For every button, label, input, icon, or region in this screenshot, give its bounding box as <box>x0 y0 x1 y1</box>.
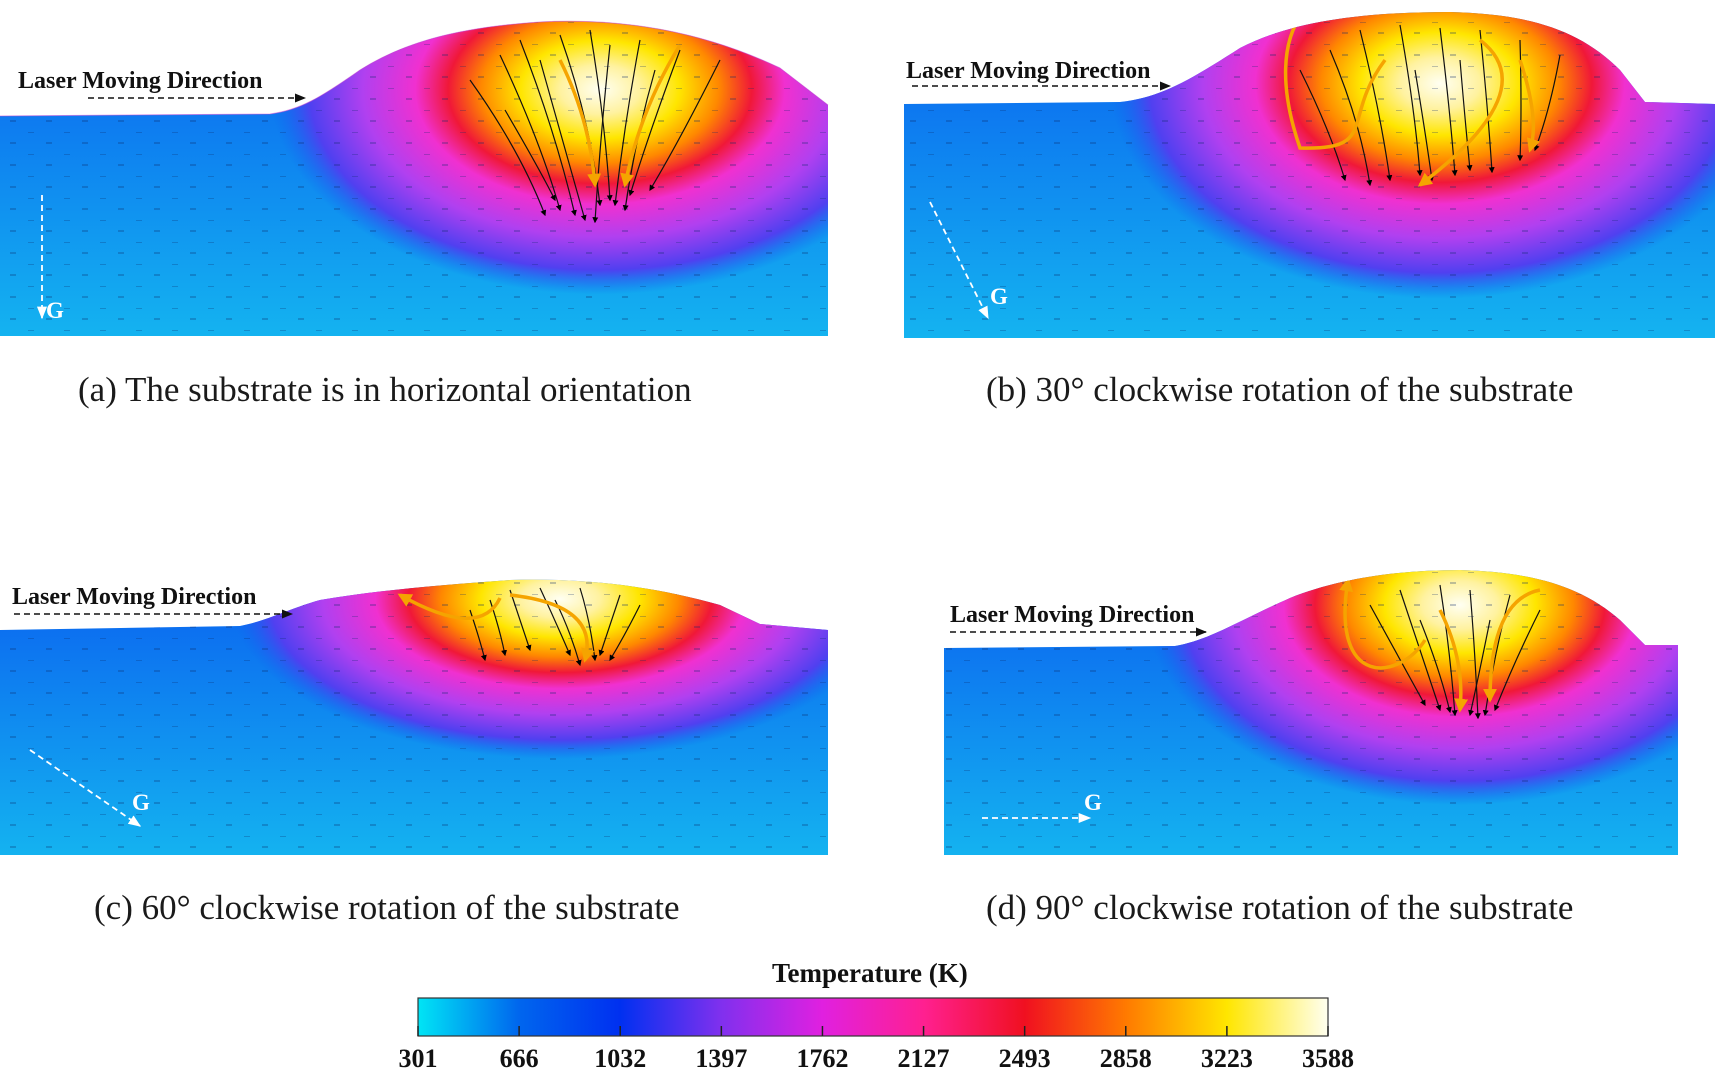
caption-d: (d) 90° clockwise rotation of the substr… <box>986 888 1574 927</box>
colorbar-tick-label: 3223 <box>1200 1044 1253 1073</box>
colorbar-gradient <box>417 997 1329 1037</box>
colorbar-tick-label: 1397 <box>695 1044 748 1073</box>
gravity-label-a: G <box>46 298 64 323</box>
panel-d <box>944 570 1678 855</box>
caption-a: (a) The substrate is in horizontal orien… <box>78 370 692 409</box>
flow-streamlines-d <box>1339 577 1541 713</box>
colorbar-tick-label: 1032 <box>594 1044 647 1073</box>
colorbar-tick-label: 2858 <box>1099 1044 1152 1073</box>
gravity-arrow-c <box>29 749 142 827</box>
colorbar-tick-label: 1762 <box>796 1044 849 1073</box>
colorbar-ticks <box>417 1026 1329 1036</box>
caption-b: (b) 30° clockwise rotation of the substr… <box>986 370 1574 409</box>
colorbar-tick-label: 301 <box>398 1044 438 1073</box>
colorbar-tick-label: 666 <box>499 1044 539 1073</box>
mesh-pattern-b <box>904 12 1715 338</box>
laser-label-a: Laser Moving Direction <box>18 68 263 94</box>
laser-label-b: Laser Moving Direction <box>906 58 1151 84</box>
caption-c: (c) 60° clockwise rotation of the substr… <box>94 888 680 927</box>
colorbar-tick-label: 2493 <box>998 1044 1051 1073</box>
gravity-label-b: G <box>990 284 1008 309</box>
colorbar-title: Temperature (K) <box>772 958 968 988</box>
temperature-colorbar <box>417 997 1329 1037</box>
flow-streamlines-c <box>397 593 595 663</box>
colorbar-tick-label: 3588 <box>1302 1044 1354 1073</box>
mesh-pattern-a <box>0 21 828 337</box>
flow-streamlines-a <box>558 44 682 188</box>
velocity-vectors-d <box>1369 584 1541 720</box>
colorbar-tick-label: 2127 <box>897 1044 950 1073</box>
gravity-label-c: G <box>132 790 150 815</box>
panel-a <box>0 20 829 337</box>
laser-label-c: Laser Moving Direction <box>12 584 257 610</box>
gravity-arrow-b <box>929 201 989 320</box>
panel-b <box>904 12 1715 338</box>
velocity-vectors-b <box>1299 24 1561 187</box>
laser-label-d: Laser Moving Direction <box>950 602 1195 628</box>
flow-streamlines-b <box>1283 12 1541 187</box>
velocity-vectors-c <box>469 587 641 667</box>
gravity-label-d: G <box>1084 790 1102 815</box>
